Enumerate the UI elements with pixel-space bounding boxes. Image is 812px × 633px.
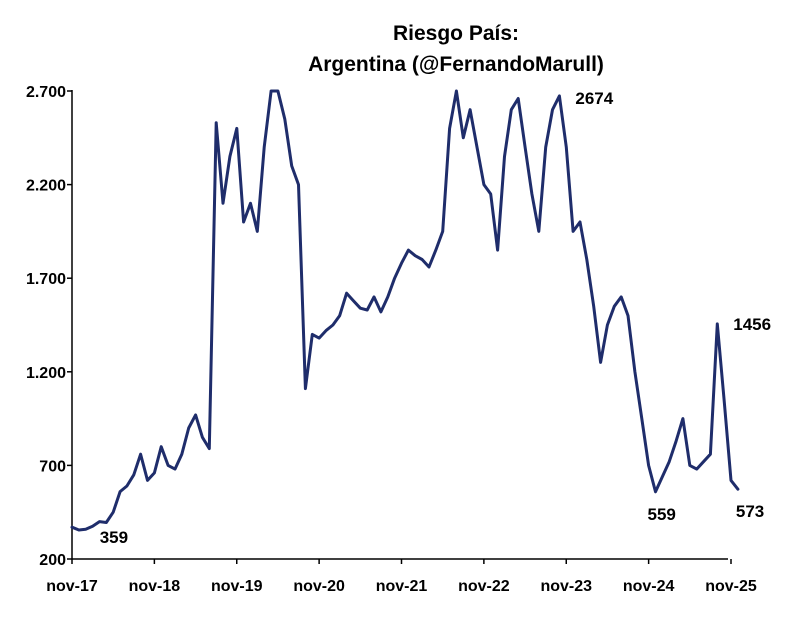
- x-tick-label: nov-23: [540, 578, 592, 595]
- data-label: 573: [736, 502, 764, 521]
- x-tick-label: nov-25: [705, 578, 757, 595]
- y-tick-label: 1.700: [26, 271, 66, 288]
- x-tick-label: nov-19: [211, 578, 263, 595]
- series-layer: [70, 89, 740, 532]
- x-tick-label: nov-21: [376, 578, 428, 595]
- data-label: 1456: [733, 315, 771, 334]
- y-tick-label: 1.200: [26, 365, 66, 382]
- y-tick-label: 2.200: [26, 178, 66, 195]
- x-tick-label: nov-24: [623, 578, 675, 595]
- y-tick-label: 2.700: [26, 84, 66, 101]
- chart-subtitle: Argentina (@FernandoMarull): [308, 53, 604, 76]
- chart-axes: 200 700 1.200 1.700 2.200 2.700 nov-17 nov-18 no…: [26, 84, 757, 595]
- chart-title: Riesgo País:: [393, 22, 519, 45]
- data-label: 2674: [575, 89, 613, 108]
- data-label: 359: [100, 528, 128, 547]
- x-tick-label: nov-22: [458, 578, 510, 595]
- y-tick-label: 700: [39, 458, 66, 475]
- y-tick-label: 200: [39, 552, 66, 569]
- annotation-layer: 359 2674 1456 559 573: [100, 89, 771, 547]
- data-label: 559: [647, 505, 675, 524]
- x-tick-label: nov-17: [46, 578, 98, 595]
- x-tick-label: nov-20: [293, 578, 345, 595]
- series-line: [70, 89, 740, 532]
- x-tick-label: nov-18: [129, 578, 181, 595]
